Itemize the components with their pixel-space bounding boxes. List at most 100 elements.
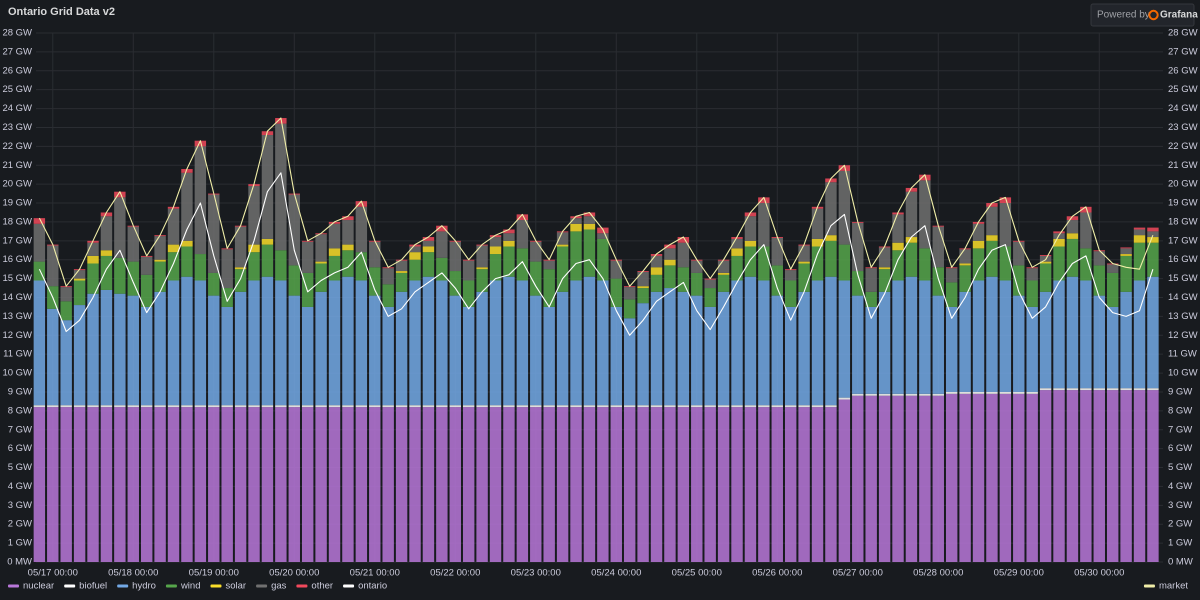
- bar-segment: [462, 407, 475, 562]
- bar-segment: [1066, 220, 1079, 234]
- bar-segment: [382, 407, 394, 562]
- bar-segment: [1080, 280, 1092, 389]
- bar-segment: [73, 305, 86, 406]
- bar-segment: [892, 250, 904, 281]
- bar-segment: [556, 232, 569, 245]
- bar-segment: [999, 203, 1012, 247]
- bar-segment: [905, 187, 918, 192]
- bar-segment: [127, 407, 139, 562]
- bar-segment: [167, 244, 180, 253]
- y-tick-label: 23 GW: [2, 122, 32, 133]
- bar-segment: [489, 235, 502, 238]
- bar-segment: [342, 405, 354, 408]
- bar-segment: [395, 407, 408, 562]
- bar-segment: [691, 260, 703, 273]
- bar-segment: [194, 280, 207, 406]
- bar-segment: [838, 165, 851, 171]
- bar-segment: [100, 212, 113, 217]
- badge-brand[interactable]: Grafana: [1160, 10, 1198, 21]
- bar-segment: [1147, 231, 1159, 238]
- bar-segment: [583, 407, 596, 562]
- bar-segment: [315, 405, 327, 408]
- bar-segment: [275, 250, 287, 281]
- grafana-badge[interactable]: Powered by Grafana: [1090, 3, 1198, 27]
- bar-segment: [140, 405, 153, 408]
- bar-segment: [623, 299, 636, 319]
- bar-segment: [355, 405, 368, 408]
- bar-segment: [570, 231, 582, 281]
- y-tick-label: 7 GW: [8, 424, 32, 435]
- bar-segment: [623, 407, 636, 562]
- bar-segment: [664, 259, 676, 266]
- bar-segment: [919, 174, 931, 181]
- bar-segment: [275, 123, 287, 251]
- grafana-logo[interactable]: [1148, 9, 1159, 21]
- bar-segment: [476, 405, 488, 408]
- bar-segment: [208, 272, 220, 296]
- bar-segment: [610, 407, 622, 562]
- bar-segment: [503, 240, 515, 247]
- axes: 0 MW 1 GW 2 GW 3 GW 4 GW 5 GW 6 GW 7 GW 8 GW 9 GW…: [2, 28, 1197, 579]
- bar-segment: [637, 271, 649, 287]
- bar-segment: [114, 293, 126, 406]
- bar-segment: [436, 257, 448, 281]
- bar-segment: [704, 306, 716, 406]
- bar-segment: [771, 405, 783, 408]
- bar-segment: [570, 223, 582, 232]
- bar-segment: [100, 405, 113, 408]
- bar-segment: [167, 407, 180, 562]
- bar-segment: [328, 280, 341, 406]
- bar-segment: [436, 231, 448, 258]
- bar-segment: [704, 288, 716, 307]
- bar-segment: [852, 395, 864, 562]
- bar-segment: [395, 260, 408, 272]
- bar-segment: [811, 208, 824, 239]
- bar-segment: [1106, 264, 1119, 273]
- bar-segment: [1066, 238, 1079, 277]
- legend-label: wind: [180, 581, 201, 592]
- bar-segment: [543, 407, 555, 562]
- bar-segment: [530, 261, 542, 296]
- bar-segment: [664, 265, 676, 289]
- badge-box[interactable]: [1090, 3, 1195, 27]
- bar-segment: [1026, 268, 1038, 281]
- bar-segment: [503, 276, 515, 406]
- bar-segment: [489, 280, 502, 406]
- bar-segment: [127, 261, 139, 296]
- bar-segment: [315, 234, 327, 262]
- legend-swatch: [64, 584, 76, 588]
- legend-swatch: [343, 584, 355, 588]
- bar-segment: [825, 276, 837, 406]
- bar-segment: [167, 280, 180, 406]
- bar-segment: [1106, 390, 1119, 562]
- bar-segment: [248, 407, 260, 562]
- bar-segment: [1147, 388, 1159, 391]
- bar-segment: [1066, 233, 1079, 239]
- y-tick-label: 10 GW: [2, 368, 32, 379]
- bar-segment: [798, 263, 810, 292]
- bar-segment: [87, 405, 99, 408]
- bar-segment: [33, 223, 46, 262]
- legend-label: solar: [225, 581, 246, 592]
- y2-tick-label: 19 GW: [1168, 198, 1198, 209]
- bar-segment: [865, 393, 877, 396]
- badge-prefix[interactable]: Powered by: [1097, 10, 1150, 21]
- bar-segment: [1120, 291, 1132, 389]
- bar-segment: [261, 244, 274, 277]
- bar-segment: [865, 268, 877, 292]
- y2-tick-label: 2 GW: [1168, 519, 1192, 530]
- bar-segment: [33, 407, 46, 562]
- bar-segment: [1106, 272, 1119, 307]
- bar-segment: [516, 407, 529, 562]
- bar-segment: [194, 140, 207, 147]
- bar-segment: [1133, 235, 1146, 243]
- bar-segment: [945, 306, 958, 392]
- bar-segment: [355, 407, 368, 562]
- panel-title: Ontario Grid Data v2: [8, 6, 115, 18]
- bar-segment: [530, 241, 542, 262]
- bar-segment: [503, 405, 515, 408]
- bar-segment: [959, 249, 971, 264]
- bar-segment: [1053, 280, 1065, 389]
- bar-segment: [369, 405, 381, 408]
- bar-segment: [945, 391, 958, 394]
